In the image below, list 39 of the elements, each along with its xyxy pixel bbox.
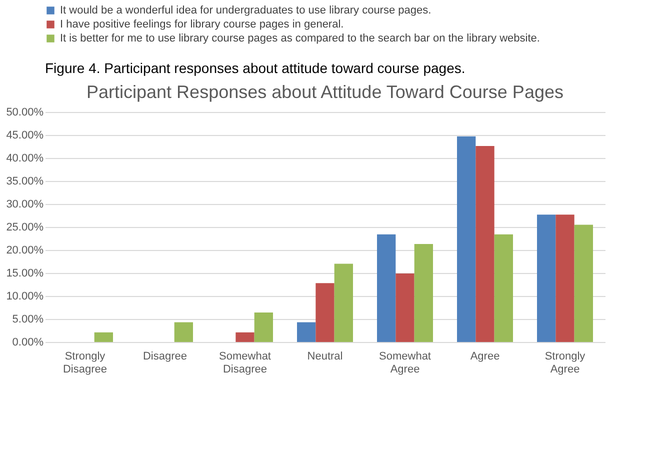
x-tick-label: Neutral <box>307 350 343 362</box>
y-tick-label: 45.00% <box>6 130 44 142</box>
bar <box>457 136 476 342</box>
bar <box>396 273 414 342</box>
bar <box>174 322 193 342</box>
y-tick-label: 5.00% <box>12 314 44 326</box>
legend-label: I have positive feelings for library course pages in general. <box>60 18 344 30</box>
y-tick-label: 35.00% <box>6 176 44 188</box>
bar <box>476 146 494 342</box>
bar <box>494 234 513 342</box>
x-tick-label: Somewhat Agree <box>379 350 431 376</box>
x-tick-label: Agree <box>470 350 500 362</box>
y-tick-label: 0.00% <box>12 336 44 348</box>
bar <box>556 214 574 342</box>
y-tick-label: 20.00% <box>6 244 44 256</box>
bar <box>334 264 353 342</box>
bar <box>94 332 113 342</box>
y-tick-label: 50.00% <box>6 106 44 118</box>
x-tick-label: Strongly Disagree <box>62 350 108 376</box>
bar <box>297 322 316 342</box>
bar <box>236 332 254 342</box>
y-tick-label: 25.00% <box>6 222 44 234</box>
bar <box>254 312 273 342</box>
legend-label: It is better for me to use library course pages as compared to the search bar on the library website. <box>60 32 540 44</box>
y-tick-label: 15.00% <box>6 268 44 280</box>
bar <box>414 244 433 342</box>
x-tick-label: Disagree <box>142 350 188 362</box>
x-tick-label: Somewhat Disagree <box>219 350 271 376</box>
y-tick-label: 10.00% <box>6 290 44 302</box>
x-tick-label: Strongly Agree <box>544 350 586 376</box>
bar <box>574 224 593 342</box>
y-tick-label: 30.00% <box>6 198 44 210</box>
chart-title: Participant Responses about Attitude Toward Course Pages <box>86 82 564 102</box>
caption: Figure 4. Participant responses about attitude toward course pages. <box>45 60 466 76</box>
y-tick-label: 40.00% <box>6 152 44 164</box>
bar <box>537 214 556 342</box>
bar <box>316 283 334 342</box>
legend-label: It would be a wonderful idea for undergraduates to use library course pages. <box>60 4 432 16</box>
bar <box>377 234 396 342</box>
